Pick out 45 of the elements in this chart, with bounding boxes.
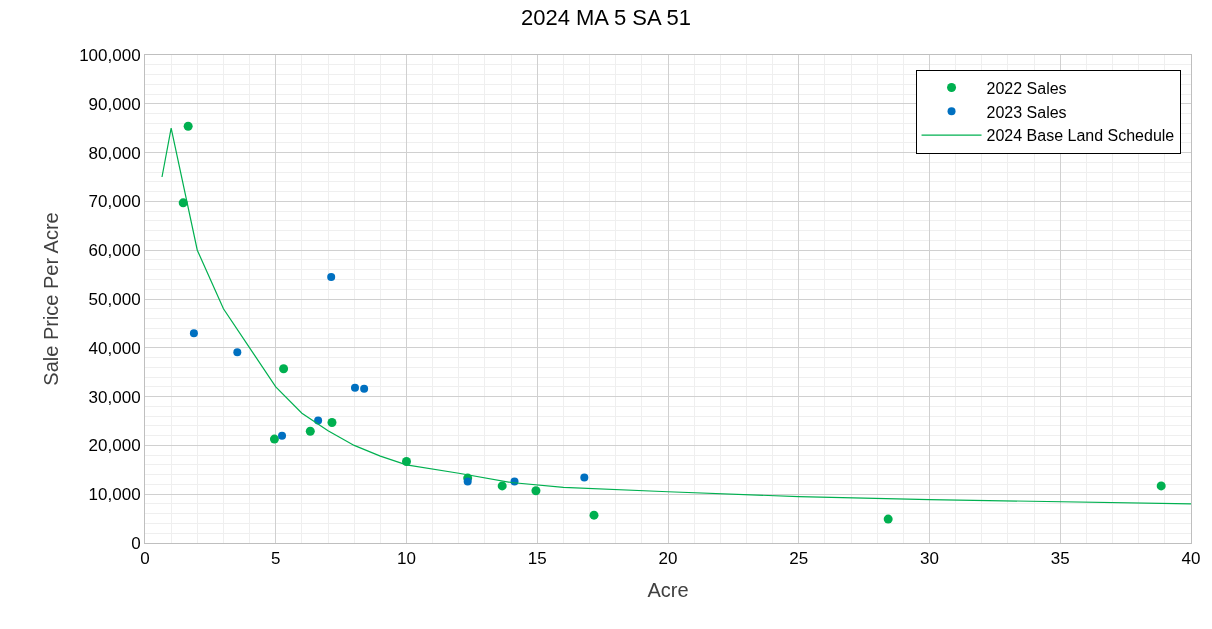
point	[463, 477, 472, 486]
x-tick-label: 25	[789, 549, 809, 569]
x-tick-label: 40	[1181, 549, 1201, 569]
x-tick-label: 30	[920, 549, 939, 569]
legend-label: 2023 Sales	[986, 103, 1067, 121]
point	[278, 431, 287, 440]
chart-title: 2024 MA 5 SA 51	[520, 4, 692, 30]
point	[360, 384, 369, 393]
y-tick-label: 50,000	[88, 289, 141, 309]
point	[497, 481, 507, 491]
point	[589, 510, 599, 520]
point	[269, 434, 279, 444]
point	[279, 364, 289, 374]
y-tick-label: 100,000	[79, 45, 141, 65]
point	[178, 198, 188, 208]
point	[580, 473, 589, 482]
point	[883, 514, 893, 524]
point	[233, 348, 242, 357]
y-tick-label: 40,000	[88, 338, 141, 358]
y-tick-label: 30,000	[88, 387, 141, 407]
y-tick-label: 90,000	[88, 94, 141, 114]
x-tick-label: 10	[397, 549, 416, 569]
point	[350, 383, 359, 392]
y-axis-title: Sale Price Per Acre	[39, 212, 62, 386]
point	[327, 417, 337, 427]
y-tick-label: 80,000	[88, 143, 141, 163]
x-tick-label: 20	[658, 549, 678, 569]
y-tick-label: 10,000	[88, 485, 141, 505]
x-tick-label: 15	[527, 549, 547, 569]
point	[327, 273, 336, 282]
point	[189, 329, 198, 338]
x-tick-label: 5	[271, 549, 281, 569]
line-series	[161, 127, 1191, 505]
point	[531, 486, 541, 496]
legend-label: 2022 Sales	[986, 79, 1067, 97]
y-tick-label: 0	[131, 533, 141, 553]
y-tick-label: 20,000	[88, 436, 141, 456]
point	[183, 121, 193, 131]
x-tick-label: 35	[1050, 549, 1070, 569]
legend-label: 2024 Base Land Schedule	[986, 127, 1175, 145]
y-tick-label: 70,000	[88, 192, 141, 212]
x-axis-title: Acre	[647, 578, 689, 601]
point	[1156, 481, 1166, 491]
y-tick-label: 60,000	[88, 241, 141, 261]
point	[305, 426, 315, 436]
